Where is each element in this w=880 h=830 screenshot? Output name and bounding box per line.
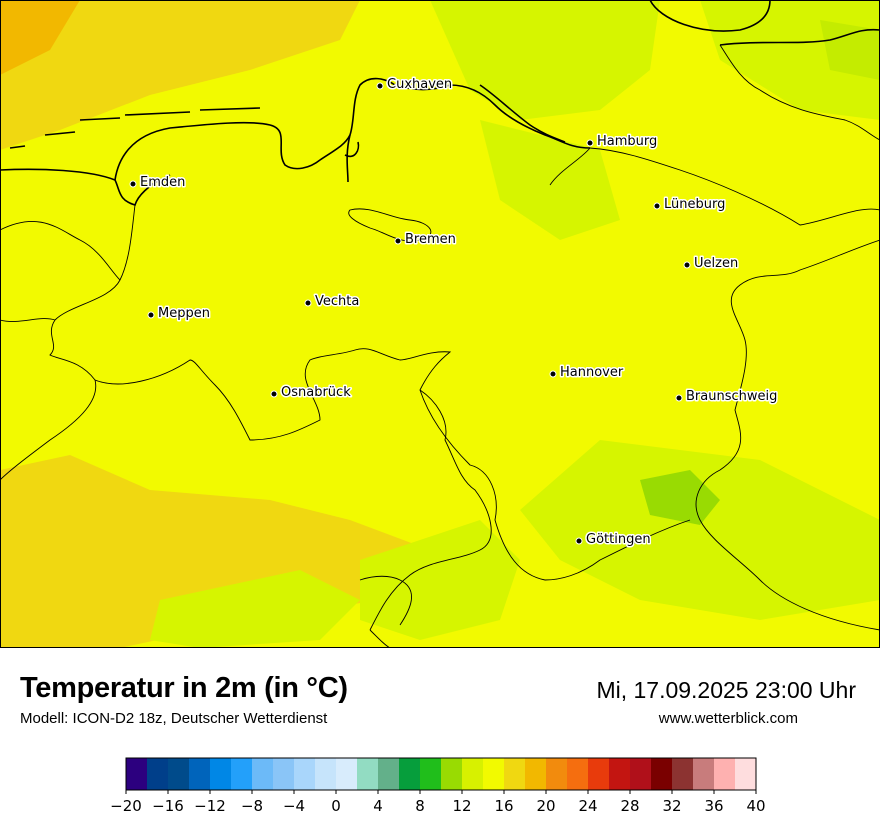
color-legend: −20 −16 −12 −8 −4 0 4 8 12 16 20 24 28 32 36 40	[110, 757, 766, 815]
legend-tick-label: −12	[194, 797, 226, 815]
website-link[interactable]: www.wetterblick.com	[658, 710, 798, 727]
legend-tick-label: 36	[704, 797, 723, 815]
legend-swatch	[231, 758, 253, 790]
svg-text:Meppen: Meppen	[158, 306, 210, 321]
svg-text:Bremen: Bremen	[405, 232, 456, 247]
legend-swatch	[168, 758, 190, 790]
legend-swatch	[504, 758, 526, 790]
legend-tick-label: 8	[415, 797, 425, 815]
map-title: Temperatur in 2m (in °C)	[20, 672, 348, 704]
legend-swatches	[126, 758, 757, 790]
legend-tick-label: 0	[331, 797, 341, 815]
legend-swatch	[630, 758, 652, 790]
city-vechta: Vechta	[304, 293, 361, 311]
legend-tick-label: 40	[746, 797, 765, 815]
city-braunschweig: Braunschweig	[675, 388, 779, 406]
svg-text:Uelzen: Uelzen	[694, 256, 738, 271]
legend-tick-label: 24	[578, 797, 597, 815]
legend-swatch	[525, 758, 547, 790]
legend-swatch	[273, 758, 295, 790]
legend-swatch	[315, 758, 337, 790]
legend-swatch	[546, 758, 568, 790]
legend-swatch	[462, 758, 484, 790]
legend-swatch	[567, 758, 589, 790]
legend-swatch	[609, 758, 631, 790]
svg-text:Lüneburg: Lüneburg	[664, 197, 725, 212]
forecast-datetime: Mi, 17.09.2025 23:00 Uhr	[596, 677, 856, 703]
legend-tick-label: 28	[620, 797, 639, 815]
coastlines	[0, 0, 880, 206]
legend-swatch	[483, 758, 505, 790]
legend-swatch	[441, 758, 463, 790]
legend-swatch	[399, 758, 421, 790]
legend-tick-label: −20	[110, 797, 142, 815]
legend-tick-label: 16	[494, 797, 513, 815]
city-hannover: Hannover	[549, 364, 625, 382]
svg-text:Cuxhaven: Cuxhaven	[387, 77, 452, 92]
city-hamburg: Hamburg	[586, 133, 659, 151]
legend-swatch	[357, 758, 379, 790]
svg-text:Vechta: Vechta	[315, 294, 359, 309]
legend-tick-label: 4	[373, 797, 383, 815]
city-lueneburg: Lüneburg	[653, 196, 727, 214]
city-markers: Cuxhaven Hamburg Emden Lüneburg Bremen U…	[129, 76, 779, 549]
city-cuxhaven: Cuxhaven	[376, 76, 454, 94]
legend-swatch	[210, 758, 232, 790]
legend-ticks: −20 −16 −12 −8 −4 0 4 8 12 16 20 24 28 32 36 40	[110, 790, 766, 815]
city-goettingen: Göttingen	[575, 531, 652, 549]
city-bremen: Bremen	[394, 231, 457, 249]
legend-swatch	[126, 758, 148, 790]
legend-swatch	[252, 758, 274, 790]
city-uelzen: Uelzen	[683, 255, 740, 273]
legend-swatch	[420, 758, 442, 790]
state-borders	[0, 44, 880, 648]
svg-text:Osnabrück: Osnabrück	[281, 385, 351, 400]
city-emden: Emden	[129, 174, 187, 192]
model-subtitle: Modell: ICON-D2 18z, Deutscher Wetterdie…	[20, 710, 328, 727]
legend-swatch	[588, 758, 610, 790]
legend-swatch	[147, 758, 169, 790]
legend-tick-label: −16	[152, 797, 184, 815]
legend-swatch	[714, 758, 736, 790]
legend-tick-label: −8	[241, 797, 263, 815]
svg-text:Göttingen: Göttingen	[586, 532, 651, 547]
legend-tick-label: 12	[452, 797, 471, 815]
svg-text:Hamburg: Hamburg	[597, 134, 657, 149]
legend-swatch	[651, 758, 673, 790]
svg-text:Emden: Emden	[140, 175, 185, 190]
legend-swatch	[336, 758, 358, 790]
legend-swatch	[378, 758, 400, 790]
legend-swatch	[735, 758, 757, 790]
cool-areas	[150, 0, 880, 648]
legend-tick-label: −4	[283, 797, 305, 815]
svg-text:Braunschweig: Braunschweig	[686, 389, 777, 404]
legend-tick-label: 32	[662, 797, 681, 815]
legend-swatch	[294, 758, 316, 790]
svg-text:Hannover: Hannover	[560, 365, 624, 380]
legend-frame	[125, 757, 757, 791]
temperature-map: Cuxhaven Hamburg Emden Lüneburg Bremen U…	[0, 0, 880, 648]
legend-tick-label: 20	[536, 797, 555, 815]
legend-swatch	[693, 758, 715, 790]
legend-swatch	[672, 758, 694, 790]
city-osnabrueck: Osnabrück	[270, 384, 353, 402]
legend-swatch	[189, 758, 211, 790]
coolest-spot	[640, 470, 720, 525]
city-meppen: Meppen	[147, 305, 211, 323]
